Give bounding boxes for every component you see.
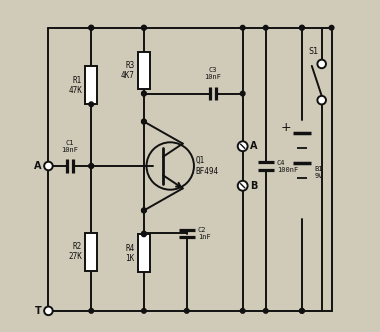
Circle shape (241, 26, 245, 30)
Circle shape (142, 231, 146, 236)
Text: C4
100nF: C4 100nF (277, 159, 298, 173)
Text: Q1
BF494: Q1 BF494 (196, 156, 219, 176)
Circle shape (142, 91, 146, 96)
Circle shape (142, 232, 146, 237)
Bar (85, 233, 97, 271)
Circle shape (142, 119, 146, 124)
Circle shape (89, 102, 93, 107)
Circle shape (300, 26, 304, 30)
Text: C2
1nF: C2 1nF (198, 227, 211, 240)
Circle shape (142, 26, 146, 30)
Circle shape (89, 26, 93, 30)
Circle shape (300, 26, 304, 30)
Circle shape (44, 162, 53, 170)
Circle shape (317, 60, 326, 68)
Circle shape (238, 181, 248, 191)
Circle shape (44, 306, 53, 315)
Circle shape (241, 308, 245, 313)
Text: C3
10nF: C3 10nF (204, 67, 222, 80)
Circle shape (263, 308, 268, 313)
Text: C1
10nF: C1 10nF (61, 139, 78, 152)
Text: B1
9V: B1 9V (314, 166, 323, 179)
Circle shape (241, 91, 245, 96)
Circle shape (238, 141, 248, 151)
Text: A: A (250, 141, 257, 151)
Text: R4
1K: R4 1K (125, 244, 135, 263)
Bar (85, 66, 97, 104)
Circle shape (89, 164, 93, 168)
Circle shape (329, 26, 334, 30)
Circle shape (142, 208, 146, 213)
Circle shape (142, 91, 146, 96)
Circle shape (89, 308, 93, 313)
Circle shape (142, 119, 146, 124)
Circle shape (317, 96, 326, 105)
Text: S1: S1 (309, 47, 318, 56)
Circle shape (300, 308, 304, 313)
Circle shape (263, 26, 268, 30)
Text: R1
47K: R1 47K (68, 76, 82, 95)
Circle shape (184, 308, 189, 313)
Circle shape (89, 26, 93, 30)
Text: B: B (250, 181, 257, 191)
Circle shape (142, 208, 146, 213)
Text: R2
27K: R2 27K (68, 242, 82, 261)
Circle shape (89, 164, 93, 168)
Circle shape (300, 308, 304, 313)
Circle shape (142, 308, 146, 313)
Text: +: + (280, 121, 291, 134)
Bar (138, 234, 150, 272)
Text: A: A (34, 161, 42, 171)
Circle shape (142, 26, 146, 30)
Bar (138, 51, 150, 89)
Text: T: T (35, 306, 42, 316)
Text: R3
4K7: R3 4K7 (121, 61, 135, 80)
